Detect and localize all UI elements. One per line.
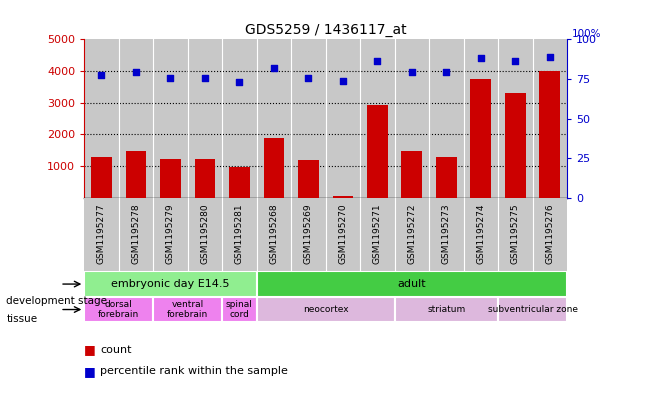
Point (338, 78, 348, 84)
Point (234, 79, 244, 85)
Bar (395, 297, 498, 322)
Bar (84, 271, 257, 297)
Text: count: count (100, 345, 132, 355)
Text: GSM1195268: GSM1195268 (270, 204, 279, 264)
Bar (257, 271, 567, 297)
Text: ■: ■ (84, 343, 96, 356)
Point (303, 75, 314, 81)
Bar (126, 151, 146, 198)
Text: tissue: tissue (6, 314, 38, 324)
Text: ■: ■ (84, 365, 96, 378)
Point (372, 58, 382, 64)
Text: GSM1195275: GSM1195275 (511, 204, 520, 264)
Bar (332, 196, 353, 198)
Text: GSM1195270: GSM1195270 (338, 204, 347, 264)
Text: dorsal
forebrain: dorsal forebrain (98, 300, 139, 319)
Bar (194, 159, 215, 198)
Bar (264, 138, 284, 198)
Point (165, 75, 176, 81)
Point (544, 54, 555, 61)
Point (200, 75, 210, 81)
Bar (84, 297, 153, 322)
Bar (498, 297, 567, 322)
Bar (160, 159, 181, 198)
Point (97, 72, 107, 78)
Text: spinal
cord: spinal cord (226, 300, 253, 319)
Text: ventral
forebrain: ventral forebrain (167, 300, 208, 319)
Point (476, 55, 486, 61)
Text: adult: adult (397, 279, 426, 289)
Bar (470, 79, 491, 198)
Bar (229, 167, 249, 198)
Text: embryonic day E14.5: embryonic day E14.5 (111, 279, 229, 289)
Bar (153, 297, 222, 322)
Bar (402, 151, 422, 198)
Title: GDS5259 / 1436117_at: GDS5259 / 1436117_at (245, 23, 406, 37)
Text: neocortex: neocortex (303, 305, 349, 314)
Bar (91, 156, 112, 198)
Bar (539, 71, 560, 198)
Point (131, 68, 141, 75)
Text: GSM1195276: GSM1195276 (545, 204, 554, 264)
Bar (298, 160, 319, 198)
Point (510, 58, 520, 64)
Text: GSM1195269: GSM1195269 (304, 204, 313, 264)
Text: GSM1195277: GSM1195277 (97, 204, 106, 264)
Text: 100%: 100% (572, 29, 601, 39)
Point (407, 68, 417, 75)
Text: development stage: development stage (6, 296, 108, 306)
Text: GSM1195273: GSM1195273 (442, 204, 451, 264)
Bar (367, 105, 388, 198)
Point (441, 69, 452, 75)
Text: GSM1195281: GSM1195281 (235, 204, 244, 264)
Text: GSM1195279: GSM1195279 (166, 204, 175, 264)
Bar (222, 297, 257, 322)
Bar (257, 297, 395, 322)
Text: GSM1195272: GSM1195272 (408, 204, 416, 264)
Point (269, 65, 279, 72)
Text: GSM1195278: GSM1195278 (132, 204, 141, 264)
Text: percentile rank within the sample: percentile rank within the sample (100, 366, 288, 376)
Text: GSM1195280: GSM1195280 (200, 204, 209, 264)
Bar (505, 93, 526, 198)
Bar (436, 156, 457, 198)
Text: subventricular zone: subventricular zone (487, 305, 577, 314)
Text: GSM1195271: GSM1195271 (373, 204, 382, 264)
Text: striatum: striatum (427, 305, 465, 314)
Text: GSM1195274: GSM1195274 (476, 204, 485, 264)
